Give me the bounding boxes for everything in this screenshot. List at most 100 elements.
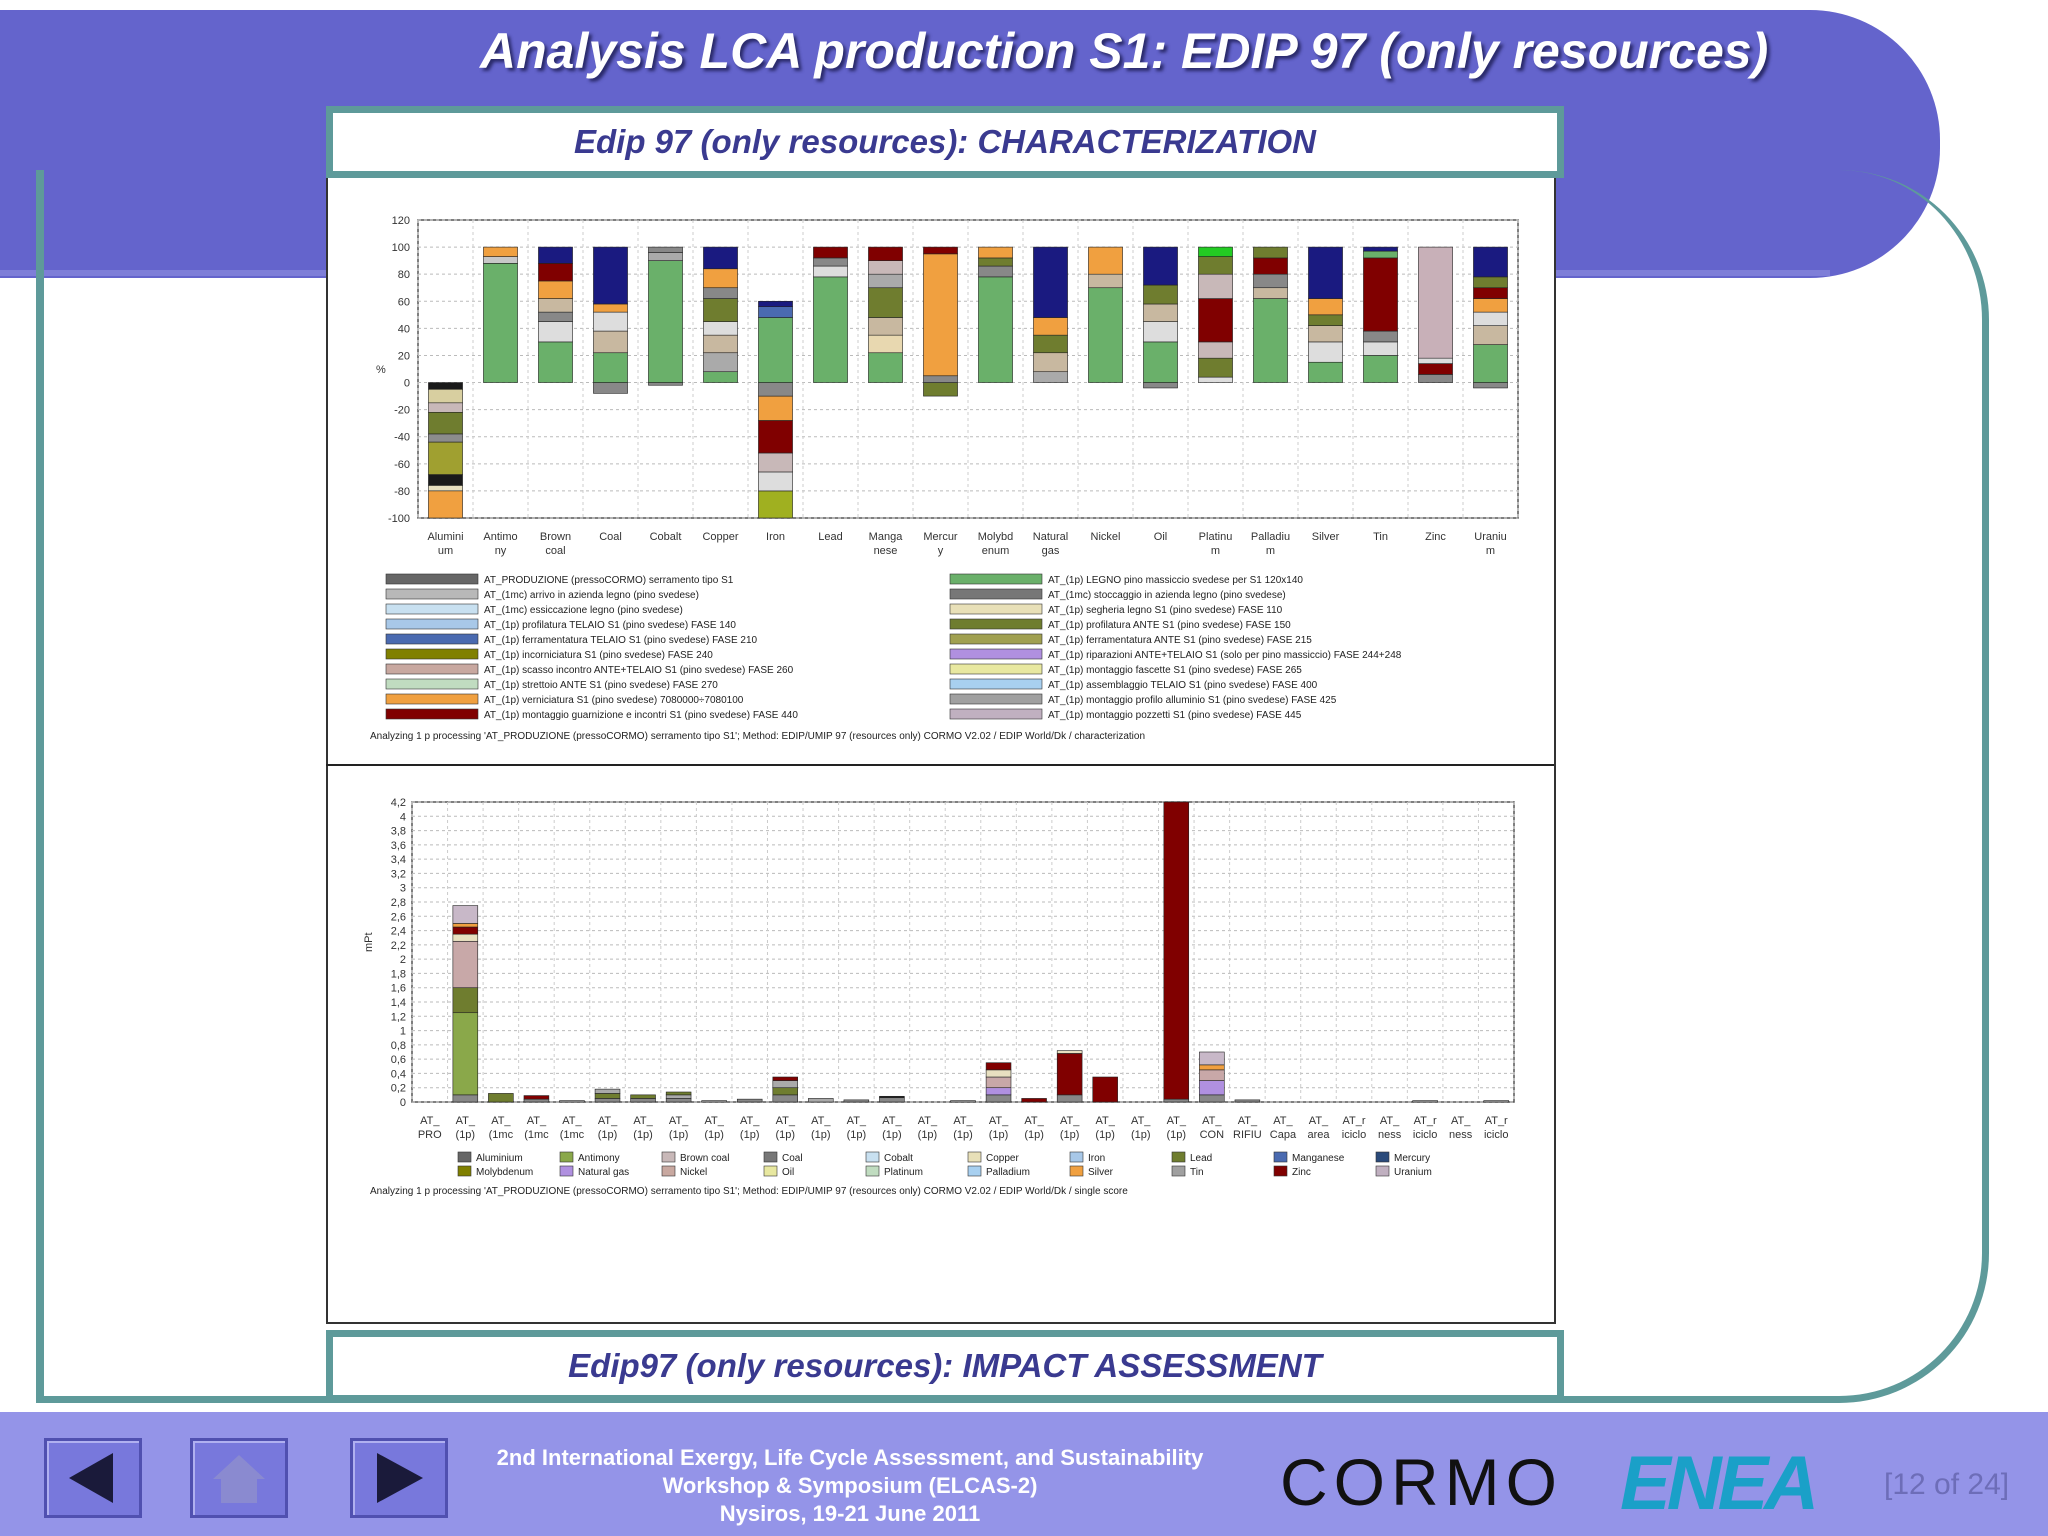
bar-segment <box>452 923 479 928</box>
bar-segment <box>879 1095 905 1099</box>
home-button[interactable] <box>190 1438 288 1518</box>
bar-segment <box>523 1095 550 1100</box>
bar-segment <box>1056 1050 1083 1054</box>
enea-logo: ENEA <box>1620 1441 1819 1526</box>
bar-segment <box>1234 1099 1261 1103</box>
bar-segment <box>1483 1100 1509 1103</box>
x-tick-label: Molybd <box>978 531 1013 543</box>
legend-swatch <box>967 1151 982 1163</box>
legend-swatch <box>385 633 479 645</box>
bar-segment <box>648 382 683 386</box>
bar-segment <box>428 412 463 435</box>
bar-segment <box>630 1098 656 1103</box>
y-tick-label: 20 <box>398 350 410 362</box>
characterization-label: Edip 97 (only resources): CHARACTERIZATI… <box>326 106 1564 178</box>
legend-swatch <box>1069 1151 1084 1163</box>
x-tick-label-line2: (1p) <box>1060 1129 1080 1141</box>
bar-segment <box>1088 246 1123 275</box>
bar-segment <box>1363 355 1398 383</box>
bar-segment <box>593 303 628 313</box>
bar-segment <box>1253 287 1288 299</box>
bar-segment <box>488 1093 514 1103</box>
legend-swatch <box>949 603 1043 615</box>
x-tick-label: Oil <box>1154 531 1167 543</box>
legend-swatch <box>385 663 479 675</box>
x-tick-label: AT_ <box>456 1115 476 1127</box>
bar-segment <box>1308 246 1343 299</box>
bar-segment <box>1253 273 1288 289</box>
x-tick-label-line2: um <box>438 545 453 557</box>
bar-segment <box>1163 1098 1190 1103</box>
slide-title: Analysis LCA production S1: EDIP 97 (onl… <box>480 23 1769 79</box>
bar-segment <box>703 334 738 354</box>
legend-swatch <box>949 708 1043 720</box>
legend-label: Molybdenum <box>476 1167 533 1178</box>
x-tick-label-line2: iciclo <box>1342 1129 1366 1141</box>
y-tick-label: 0 <box>400 1097 406 1109</box>
bar-segment <box>1033 352 1068 373</box>
legend-label: AT_(1mc) stoccaggio in azienda legno (pi… <box>1048 590 1286 601</box>
bar-segment <box>923 375 958 383</box>
x-tick-label: Uraniu <box>1474 531 1506 543</box>
bar-segment <box>1308 341 1343 363</box>
x-tick-label: AT_ <box>776 1115 796 1127</box>
bar-segment <box>978 257 1013 267</box>
bar-segment <box>868 287 903 318</box>
bar-segment <box>452 933 479 942</box>
legend-label: Palladium <box>986 1167 1030 1178</box>
next-button[interactable] <box>350 1438 448 1518</box>
x-tick-label-line2: (1p) <box>1167 1129 1187 1141</box>
legend-swatch <box>1069 1165 1084 1177</box>
bar-segment <box>758 382 793 397</box>
y-tick-label: 40 <box>398 323 410 335</box>
legend-swatch <box>457 1165 472 1177</box>
x-tick-label: AT_ <box>1238 1115 1258 1127</box>
bar-segment <box>594 1088 621 1094</box>
prev-button[interactable] <box>44 1438 142 1518</box>
bar-segment <box>1198 376 1233 383</box>
bar-segment <box>1092 1076 1118 1103</box>
chart-divider <box>326 764 1554 766</box>
bar-segment <box>594 1098 621 1103</box>
y-tick-label: 2 <box>400 954 406 966</box>
x-tick-label-line2: (1p) <box>598 1129 618 1141</box>
bar-segment <box>538 263 573 282</box>
x-tick-label-line2: (1p) <box>953 1129 973 1141</box>
bar-segment <box>538 311 573 322</box>
legend-swatch <box>1171 1165 1186 1177</box>
legend-swatch <box>385 603 479 615</box>
x-tick-label: Zinc <box>1425 531 1446 543</box>
x-tick-label-line2: m <box>1266 545 1275 557</box>
bar-segment <box>1199 1080 1225 1096</box>
x-tick-label-line2: (1p) <box>669 1129 689 1141</box>
x-tick-label: Brown <box>540 531 571 543</box>
x-tick-label-line2: (1p) <box>1024 1129 1044 1141</box>
bar-segment <box>538 280 573 299</box>
legend-swatch <box>559 1151 574 1163</box>
y-tick-label: 0,2 <box>391 1083 406 1095</box>
bar-segment <box>1473 298 1508 313</box>
cormo-logo: CORMO <box>1280 1445 1563 1519</box>
y-tick-label: 2,6 <box>391 911 406 923</box>
x-tick-label-line2: (1p) <box>633 1129 653 1141</box>
legend-swatch <box>1375 1151 1390 1163</box>
bar-segment <box>1143 382 1178 389</box>
x-tick-label: Palladiu <box>1251 531 1290 543</box>
bar-segment <box>813 265 848 278</box>
bar-segment <box>758 471 793 492</box>
bar-segment <box>923 382 958 397</box>
bar-segment <box>593 382 628 394</box>
x-tick-label-line2: (1mc <box>524 1129 549 1141</box>
bar-segment <box>772 1094 799 1103</box>
x-tick-label: AT_ <box>562 1115 582 1127</box>
bar-segment <box>703 268 738 289</box>
chart-note: Analyzing 1 p processing 'AT_PRODUZIONE … <box>370 1186 1128 1197</box>
bar-segment <box>428 485 463 492</box>
bar-segment <box>648 260 683 383</box>
legend-label: Cobalt <box>884 1153 913 1164</box>
legend-label: AT_(1mc) essiccazione legno (pino svedes… <box>484 605 683 616</box>
bar-segment <box>1363 250 1398 259</box>
legend-swatch <box>763 1151 778 1163</box>
legend-label: Natural gas <box>578 1167 629 1178</box>
bar-segment <box>985 1062 1012 1071</box>
